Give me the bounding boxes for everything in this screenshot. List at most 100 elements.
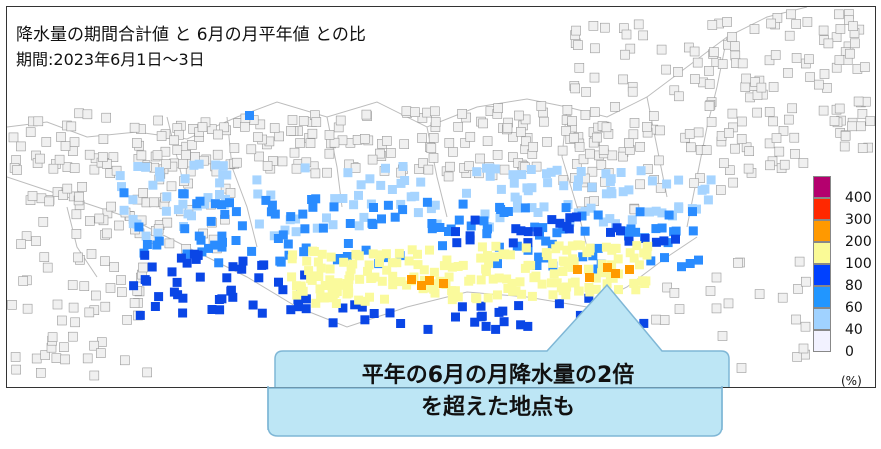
station-marker: [328, 292, 338, 302]
station-marker: [768, 82, 779, 92]
station-marker: [238, 256, 248, 266]
station-marker: [601, 189, 611, 199]
station-marker: [73, 252, 83, 263]
station-marker: [480, 209, 490, 219]
station-marker: [11, 364, 21, 375]
station-marker: [700, 184, 710, 194]
station-marker: [749, 24, 760, 34]
station-marker: [274, 277, 283, 287]
station-marker: [640, 234, 650, 243]
station-marker: [646, 256, 656, 266]
station-marker: [581, 87, 591, 97]
station-marker: [853, 96, 864, 107]
station-marker: [709, 47, 719, 57]
station-marker: [789, 132, 800, 143]
station-marker: [210, 240, 220, 250]
station-marker: [155, 172, 165, 182]
station-marker: [603, 263, 612, 272]
station-marker: [218, 237, 227, 247]
station-marker: [330, 194, 340, 204]
station-marker: [453, 122, 464, 132]
station-marker: [533, 208, 543, 217]
station-marker: [423, 324, 433, 334]
station-marker: [214, 295, 224, 304]
legend-swatch-60: [813, 286, 831, 308]
station-marker: [354, 221, 364, 231]
station-marker: [483, 224, 492, 234]
station-marker: [71, 229, 82, 239]
station-marker: [744, 146, 755, 156]
station-marker: [214, 258, 224, 268]
station-marker: [100, 301, 111, 312]
station-marker: [478, 118, 488, 129]
station-marker: [245, 111, 254, 120]
legend-unit: (%): [841, 374, 862, 388]
station-marker: [318, 223, 328, 233]
station-marker: [593, 243, 603, 253]
station-marker: [805, 72, 816, 82]
station-marker: [266, 190, 276, 200]
station-marker: [71, 209, 82, 220]
station-marker: [787, 103, 798, 114]
station-marker: [547, 215, 557, 225]
station-marker: [695, 173, 705, 183]
station-marker: [552, 228, 562, 238]
station-marker: [128, 195, 138, 205]
station-marker: [413, 260, 423, 270]
station-marker: [291, 214, 301, 224]
station-marker: [291, 163, 302, 174]
legend-label: 60: [845, 300, 863, 316]
station-marker: [694, 255, 703, 265]
station-marker: [375, 250, 385, 260]
station-marker: [492, 150, 503, 160]
station-marker: [756, 82, 767, 93]
station-marker: [638, 30, 649, 41]
station-marker: [829, 116, 840, 126]
station-marker: [375, 148, 385, 159]
station-marker: [452, 238, 462, 248]
station-marker: [207, 124, 217, 134]
station-marker: [109, 262, 119, 272]
station-marker: [287, 115, 298, 125]
station-marker: [402, 280, 412, 290]
station-marker: [247, 246, 257, 256]
station-marker: [584, 283, 594, 292]
station-marker: [301, 304, 311, 314]
legend-swatch-40: [813, 308, 831, 330]
station-marker: [574, 142, 585, 152]
station-marker: [425, 245, 434, 255]
station-marker: [513, 203, 522, 213]
station-marker: [439, 279, 448, 288]
station-marker: [585, 273, 594, 282]
station-marker: [565, 213, 575, 223]
station-marker: [510, 192, 520, 202]
station-marker: [664, 210, 674, 220]
station-marker: [337, 135, 348, 146]
station-marker: [128, 214, 138, 224]
station-marker: [737, 58, 748, 69]
station-marker: [639, 318, 649, 328]
station-marker: [178, 159, 188, 169]
station-marker: [98, 134, 109, 144]
station-marker: [813, 79, 824, 90]
station-marker: [8, 132, 19, 143]
station-marker: [407, 245, 417, 255]
legend-swatch-80: [813, 264, 831, 286]
station-marker: [398, 162, 408, 171]
station-marker: [396, 199, 406, 209]
station-marker: [791, 314, 801, 325]
station-marker: [705, 286, 716, 296]
station-marker: [779, 159, 790, 170]
map-title: 降水量の期間合計値 と 6月の月平年値 との比: [16, 25, 366, 45]
station-marker: [736, 363, 747, 373]
station-marker: [485, 163, 495, 173]
station-marker: [31, 353, 42, 364]
station-marker: [477, 242, 487, 252]
station-marker: [784, 30, 795, 41]
station-marker: [517, 289, 527, 299]
station-marker: [376, 180, 386, 190]
station-marker: [605, 214, 615, 224]
station-marker: [387, 185, 397, 194]
station-marker: [370, 272, 380, 282]
station-marker: [274, 131, 285, 142]
